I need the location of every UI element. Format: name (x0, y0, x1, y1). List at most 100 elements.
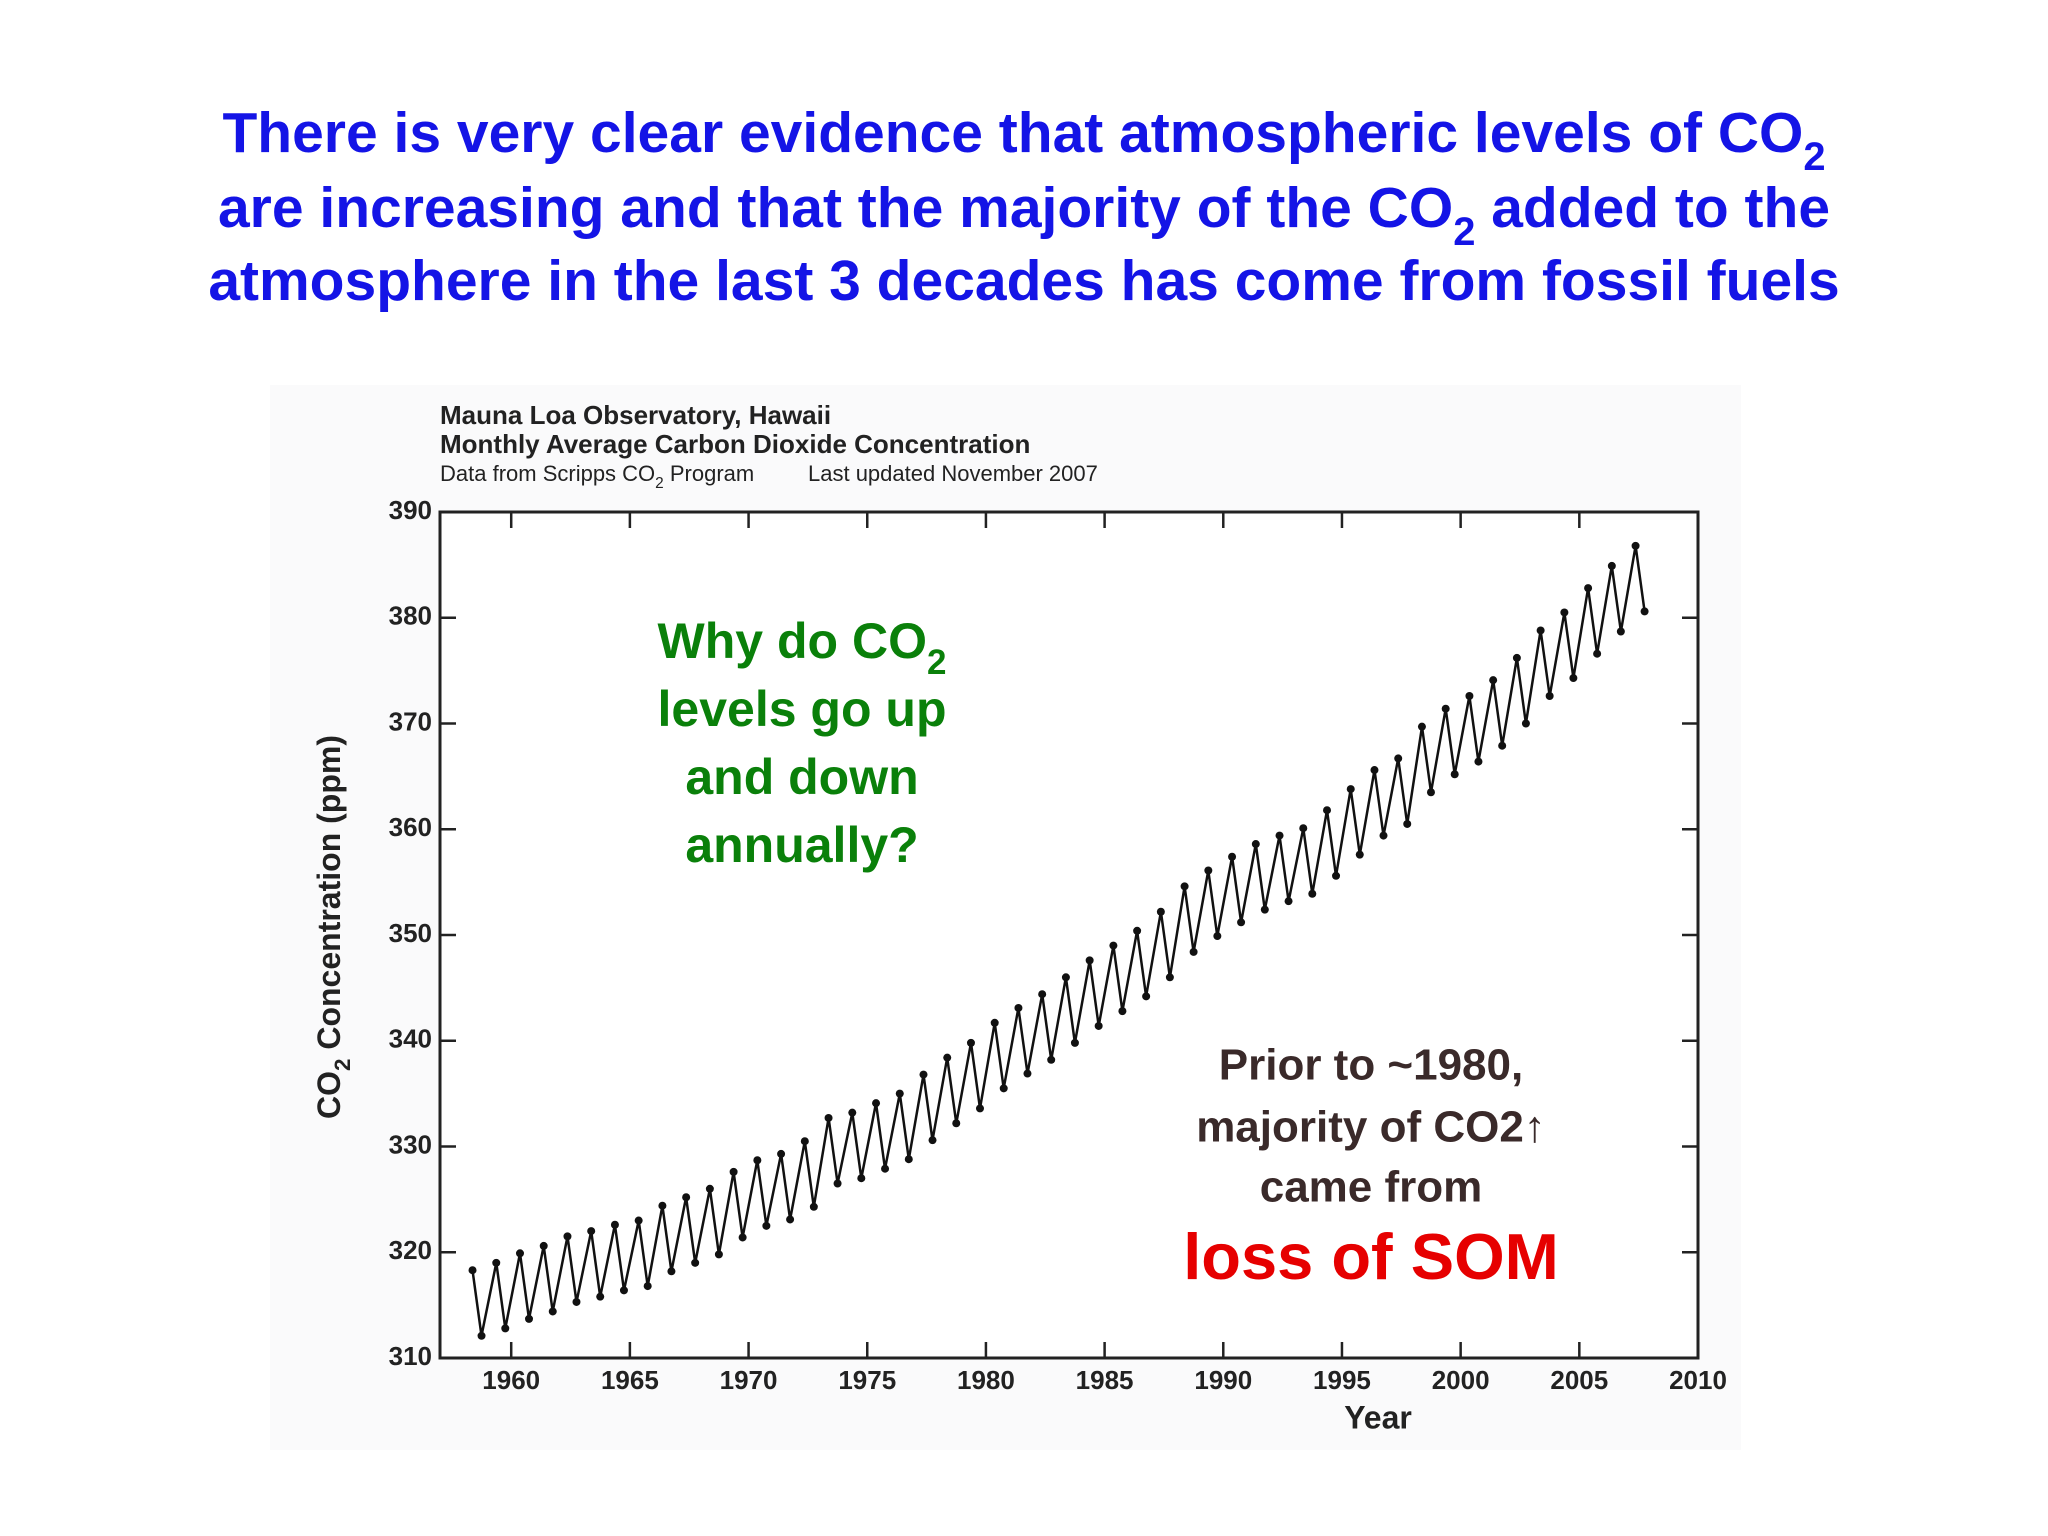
co2-point (1014, 1003, 1023, 1012)
co2-point (857, 1174, 866, 1183)
co2-point (468, 1266, 477, 1275)
co2-point (1070, 1038, 1079, 1047)
note-line: Prior to ~1980, (1219, 1041, 1523, 1090)
y-tick-label: 310 (389, 1341, 432, 1371)
y-tick-label: 340 (389, 1024, 432, 1054)
co2-point (1584, 584, 1593, 593)
co2-point (1631, 541, 1640, 550)
co2-point (1593, 649, 1602, 658)
x-tick-label: 1975 (838, 1365, 896, 1395)
co2-line (471, 545, 1646, 1337)
chart-updated: Last updated November 2007 (808, 461, 1098, 486)
heading-line: atmosphere in the last 3 decades has com… (208, 249, 1839, 313)
co2-point (1260, 905, 1269, 914)
chart-source-part: Data from Scripps CO (440, 461, 655, 486)
y-tick-label: 370 (389, 706, 432, 736)
co2-point (800, 1137, 809, 1146)
co2-point (572, 1297, 581, 1306)
co2-point (952, 1119, 961, 1128)
co2-point (587, 1227, 596, 1236)
co2-point (1498, 741, 1507, 750)
co2-point (1607, 561, 1616, 570)
y-tick-label: 390 (389, 495, 432, 525)
y-axis-label-part: CO (311, 1071, 347, 1119)
x-axis-label: Year (1344, 1399, 1412, 1435)
co2-point (848, 1108, 857, 1117)
co2-point (1489, 676, 1498, 685)
co2-point (729, 1167, 738, 1176)
co2-point (1284, 897, 1293, 906)
y-tick-label: 320 (389, 1235, 432, 1265)
y-axis-label: CO2 Concentration (ppm) (311, 735, 355, 1119)
co2-point (1038, 990, 1047, 999)
plot-frame (438, 510, 1700, 1360)
co2-point (1332, 871, 1341, 880)
co2-point (1118, 1007, 1127, 1016)
x-tick-label: 2000 (1432, 1365, 1490, 1395)
y-tick-label: 360 (389, 812, 432, 842)
chart-source: Data from Scripps CO2 Program (440, 461, 754, 492)
y-tick-label: 380 (389, 601, 432, 631)
heading-line: There is very clear evidence that atmosp… (222, 101, 1825, 178)
co2-point (539, 1241, 548, 1250)
co2-point (966, 1038, 975, 1047)
co2-point (610, 1220, 619, 1229)
heading-line: are increasing and that the majority of … (218, 176, 1830, 253)
co2-point (548, 1307, 557, 1316)
co2-point (919, 1070, 928, 1079)
note-highlight: loss of SOM (1183, 1220, 1559, 1293)
co2-point (1323, 806, 1332, 815)
co2-point (643, 1282, 652, 1291)
co2-point (691, 1258, 700, 1267)
heading-line-part: 2 (1803, 135, 1825, 179)
co2-point (1061, 973, 1070, 982)
co2-point (1512, 653, 1521, 662)
x-tick-label: 1970 (720, 1365, 778, 1395)
question-line: Why do CO2 (658, 613, 947, 682)
heading-line-part: 2 (1453, 210, 1475, 254)
co2-point (1189, 947, 1198, 956)
co2-point (1346, 785, 1355, 794)
note-line: majority of CO2↑ (1196, 1103, 1546, 1152)
co2-point (1204, 866, 1213, 875)
co2-point (999, 1084, 1008, 1093)
co2-point (596, 1292, 605, 1301)
co2-point (753, 1156, 762, 1165)
co2-point (1251, 840, 1260, 849)
co2-point (833, 1179, 842, 1188)
co2-point (525, 1314, 534, 1323)
co2-point (1394, 754, 1403, 763)
heading-line-part: There is very clear evidence that atmosp… (222, 101, 1803, 165)
co2-point (975, 1104, 984, 1113)
co2-point (777, 1149, 786, 1158)
co2-point (1379, 831, 1388, 840)
x-tick-label: 2010 (1669, 1365, 1727, 1395)
x-tick-label: 1990 (1194, 1365, 1252, 1395)
co2-point (943, 1053, 952, 1062)
chart-source-part: Program (664, 461, 754, 486)
co2-point (1228, 852, 1237, 861)
co2-point (1094, 1021, 1103, 1030)
co2-point (1299, 824, 1308, 833)
co2-point (786, 1215, 795, 1224)
co2-point (824, 1113, 833, 1122)
co2-point (477, 1331, 486, 1340)
question-line: levels go up (658, 681, 947, 737)
question-line-part: levels go up (658, 681, 947, 737)
x-tick-label: 1965 (601, 1365, 659, 1395)
co2-point (990, 1018, 999, 1027)
x-tick-label: 1980 (957, 1365, 1015, 1395)
x-tick-label: 1985 (1076, 1365, 1134, 1395)
co2-point (1308, 889, 1317, 898)
co2-point (705, 1184, 714, 1193)
heading-line-part: added to the (1475, 176, 1830, 240)
co2-point (1560, 608, 1569, 617)
co2-point (667, 1267, 676, 1276)
co2-point (1085, 956, 1094, 965)
co2-point (1213, 932, 1222, 941)
y-axis-label-part: Concentration (ppm) (311, 735, 347, 1059)
question-line-part: 2 (927, 643, 946, 682)
co2-point (658, 1201, 667, 1210)
co2-point (714, 1250, 723, 1259)
